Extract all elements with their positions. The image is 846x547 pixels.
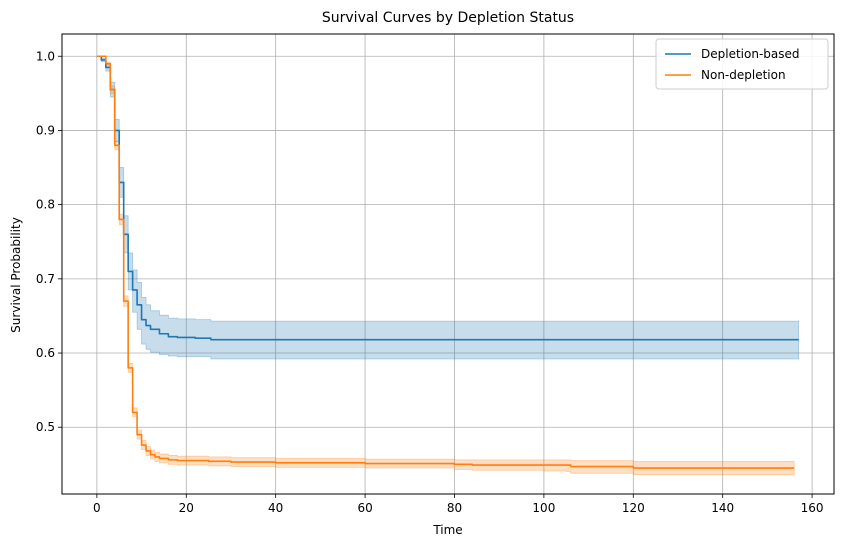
y-axis-label: Survival Probability [9,217,23,333]
x-tick-label: 40 [268,501,283,515]
survival-lines [96,55,799,469]
x-tick-label: 0 [93,501,101,515]
legend: Depletion-based Non-depletion [655,38,829,90]
x-tick-label: 60 [357,501,372,515]
plot-frame [61,33,835,495]
y-tick-label: 1.0 [36,49,55,63]
x-tick-label: 120 [622,501,645,515]
x-tick-label: 80 [447,501,462,515]
y-tick-label: 0.6 [36,346,55,360]
x-tick-label: 140 [711,501,734,515]
chart-title: Survival Curves by Depletion Status [322,10,574,26]
survival-line-series-2 [96,55,795,469]
y-tick-label: 0.9 [36,123,55,137]
x-tick-label: 160 [801,501,824,515]
grid [62,34,834,494]
legend-label: Depletion-based [701,47,800,61]
x-tick-label: 20 [179,501,194,515]
y-tick-label: 0.7 [36,272,55,286]
x-tick-label: 100 [532,501,555,515]
legend-label: Non-depletion [701,68,786,82]
y-tick-label: 0.5 [36,420,55,434]
legend-box [655,38,829,90]
x-axis-label: Time [432,523,462,537]
axis-ticks: 0 20 40 60 80 100 120 140 160 0.5 0.6 0.7 0.8 0.9 1.0 [36,49,824,515]
confidence-band-series-1 [96,55,800,360]
y-tick-label: 0.8 [36,198,55,212]
